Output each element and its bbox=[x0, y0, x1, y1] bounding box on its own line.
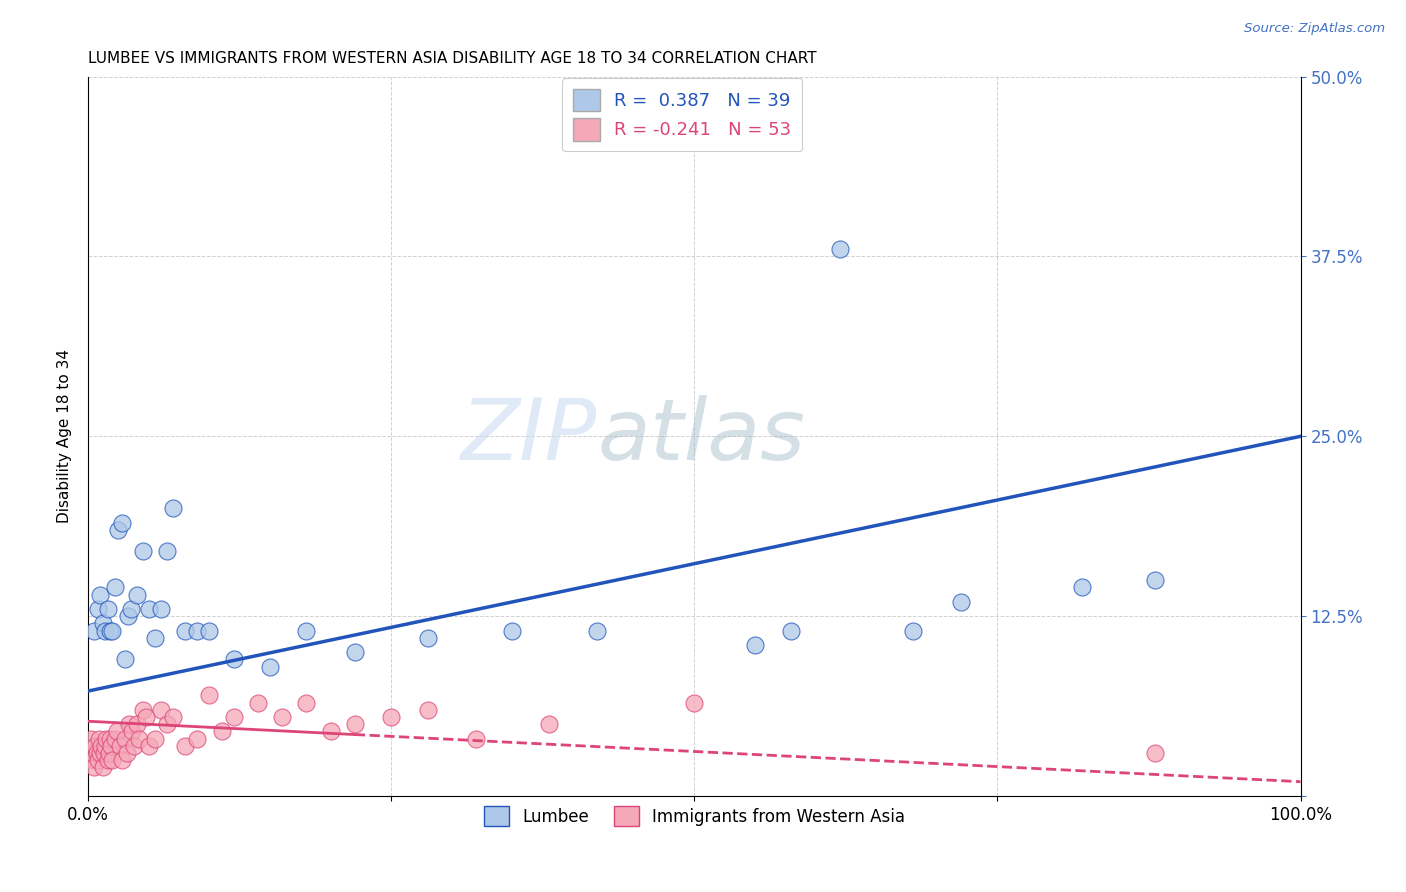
Point bbox=[93, 746, 115, 760]
Point bbox=[101, 624, 124, 638]
Point bbox=[586, 624, 609, 638]
Point bbox=[319, 724, 342, 739]
Point bbox=[82, 753, 104, 767]
Point bbox=[174, 739, 197, 753]
Point bbox=[90, 739, 112, 753]
Point bbox=[104, 581, 127, 595]
Point bbox=[117, 609, 139, 624]
Point bbox=[114, 652, 136, 666]
Point bbox=[744, 638, 766, 652]
Point bbox=[211, 724, 233, 739]
Point bbox=[198, 689, 221, 703]
Point bbox=[89, 588, 111, 602]
Point bbox=[143, 731, 166, 746]
Point bbox=[950, 595, 973, 609]
Point bbox=[780, 624, 803, 638]
Point bbox=[1144, 573, 1167, 587]
Point bbox=[246, 696, 269, 710]
Point bbox=[343, 645, 366, 659]
Point bbox=[222, 710, 245, 724]
Point bbox=[683, 696, 706, 710]
Point bbox=[186, 624, 208, 638]
Point bbox=[149, 602, 172, 616]
Point bbox=[132, 703, 155, 717]
Point bbox=[222, 652, 245, 666]
Point bbox=[1071, 581, 1094, 595]
Text: ZIP: ZIP bbox=[461, 395, 598, 478]
Point bbox=[83, 624, 105, 638]
Point bbox=[94, 739, 117, 753]
Point bbox=[111, 753, 134, 767]
Point bbox=[132, 544, 155, 558]
Point bbox=[138, 739, 160, 753]
Point bbox=[96, 753, 118, 767]
Point bbox=[416, 703, 439, 717]
Point bbox=[96, 602, 118, 616]
Point bbox=[380, 710, 402, 724]
Point bbox=[104, 731, 127, 746]
Point bbox=[125, 588, 148, 602]
Point bbox=[174, 624, 197, 638]
Point bbox=[122, 739, 145, 753]
Point bbox=[295, 624, 318, 638]
Point bbox=[87, 753, 110, 767]
Point bbox=[100, 739, 122, 753]
Point bbox=[120, 602, 142, 616]
Point bbox=[108, 739, 131, 753]
Point bbox=[114, 731, 136, 746]
Text: Source: ZipAtlas.com: Source: ZipAtlas.com bbox=[1244, 22, 1385, 36]
Y-axis label: Disability Age 18 to 34: Disability Age 18 to 34 bbox=[58, 350, 72, 524]
Point bbox=[121, 724, 143, 739]
Point bbox=[101, 753, 124, 767]
Point bbox=[501, 624, 523, 638]
Point bbox=[156, 717, 179, 731]
Point bbox=[901, 624, 924, 638]
Point bbox=[295, 696, 318, 710]
Point bbox=[98, 731, 121, 746]
Point bbox=[143, 631, 166, 645]
Point bbox=[128, 731, 150, 746]
Point bbox=[186, 731, 208, 746]
Point bbox=[105, 724, 128, 739]
Point bbox=[683, 112, 706, 127]
Point bbox=[118, 717, 141, 731]
Point bbox=[98, 624, 121, 638]
Point bbox=[97, 746, 120, 760]
Legend: Lumbee, Immigrants from Western Asia: Lumbee, Immigrants from Western Asia bbox=[475, 797, 914, 835]
Text: LUMBEE VS IMMIGRANTS FROM WESTERN ASIA DISABILITY AGE 18 TO 34 CORRELATION CHART: LUMBEE VS IMMIGRANTS FROM WESTERN ASIA D… bbox=[89, 51, 817, 66]
Point bbox=[537, 717, 560, 731]
Point bbox=[91, 616, 114, 631]
Point bbox=[156, 544, 179, 558]
Point bbox=[1144, 746, 1167, 760]
Point bbox=[83, 760, 105, 774]
Point bbox=[86, 746, 108, 760]
Point bbox=[162, 501, 184, 516]
Text: atlas: atlas bbox=[598, 395, 806, 478]
Point bbox=[343, 717, 366, 731]
Point bbox=[138, 602, 160, 616]
Point bbox=[96, 731, 118, 746]
Point bbox=[125, 717, 148, 731]
Point bbox=[198, 624, 221, 638]
Point bbox=[115, 746, 138, 760]
Point bbox=[149, 703, 172, 717]
Point bbox=[828, 242, 851, 256]
Point bbox=[80, 746, 103, 760]
Point bbox=[79, 731, 101, 746]
Point bbox=[89, 746, 111, 760]
Point bbox=[94, 624, 117, 638]
Point bbox=[87, 602, 110, 616]
Point bbox=[465, 731, 488, 746]
Point bbox=[84, 739, 107, 753]
Point bbox=[107, 523, 129, 537]
Point bbox=[87, 731, 110, 746]
Point bbox=[259, 659, 281, 673]
Point bbox=[162, 710, 184, 724]
Point bbox=[135, 710, 157, 724]
Point bbox=[271, 710, 294, 724]
Point bbox=[416, 631, 439, 645]
Point bbox=[91, 760, 114, 774]
Point bbox=[111, 516, 134, 530]
